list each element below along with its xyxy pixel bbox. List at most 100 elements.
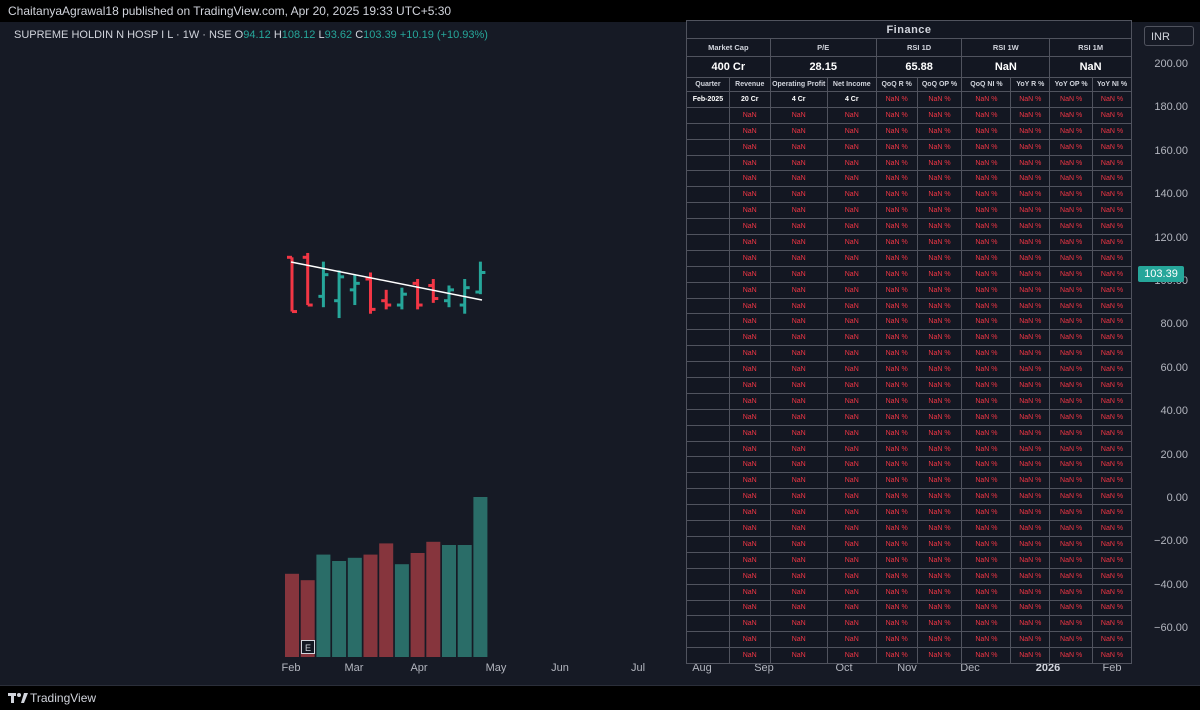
- quarter-cell: NaN: [769, 281, 828, 299]
- quarter-cell: NaN: [826, 488, 877, 506]
- quarter-cell: NaN %: [1010, 488, 1051, 506]
- price-axis[interactable]: 200.00180.00160.00140.00120.00100.0080.0…: [1138, 22, 1200, 686]
- quarter-cell: [686, 249, 730, 267]
- table-row: NaN NaN NaN NaN % NaN % NaN % NaN % NaN % NaN %: [686, 424, 1132, 442]
- quarter-cell: NaN %: [1010, 345, 1051, 363]
- header-rsi-1m: RSI 1M: [1049, 38, 1132, 57]
- quarter-cell: NaN %: [916, 345, 963, 363]
- quarter-cell: NaN %: [1092, 186, 1132, 204]
- volume-bars: [285, 497, 488, 657]
- quarter-cell: NaN %: [875, 551, 918, 569]
- quarter-cell: NaN: [728, 186, 771, 204]
- quarter-cell: NaN %: [961, 647, 1012, 665]
- quarter-cell: NaN: [728, 472, 771, 490]
- quarter-cell: NaN %: [961, 122, 1012, 140]
- quarter-cell: NaN %: [1092, 106, 1132, 124]
- quarter-cell: NaN: [769, 170, 828, 188]
- quarter-cell: NaN %: [1092, 504, 1132, 522]
- quarter-cell: NaN: [826, 567, 877, 585]
- quarter-cell: NaN: [826, 281, 877, 299]
- quarter-cell: NaN %: [1010, 583, 1051, 601]
- quarter-cell: NaN %: [875, 218, 918, 236]
- quarter-cell: NaN %: [961, 154, 1012, 172]
- quarter-cell: NaN %: [916, 472, 963, 490]
- quarter-cell: NaN %: [1092, 520, 1132, 537]
- quarter-cell: NaN %: [961, 249, 1012, 267]
- volume-bar: [426, 541, 441, 657]
- quarter-cell: NaN %: [916, 456, 963, 474]
- quarter-cell: NaN %: [916, 329, 963, 347]
- time-axis-label: Apr: [410, 662, 428, 674]
- quarter-cell: [686, 615, 730, 633]
- quarter-cell: NaN %: [961, 234, 1012, 251]
- quarter-cell: NaN: [769, 392, 828, 410]
- volume-bar: [300, 580, 315, 657]
- table-row: NaN NaN NaN NaN % NaN % NaN % NaN % NaN % NaN %: [686, 265, 1132, 283]
- quarter-cell: NaN: [826, 122, 877, 140]
- price-axis-label: −60.00: [1154, 622, 1188, 635]
- quarter-cell: NaN %: [916, 424, 963, 442]
- volume-bar: [316, 554, 331, 657]
- quarter-cell: [686, 408, 730, 426]
- quarter-cell: NaN: [728, 122, 771, 140]
- quarter-cell: NaN: [769, 122, 828, 140]
- quarter-cell: NaN: [728, 583, 771, 601]
- table-row: NaN NaN NaN NaN % NaN % NaN % NaN % NaN % NaN %: [686, 408, 1132, 426]
- quarter-cell: NaN %: [875, 647, 918, 665]
- header-rsi-1w: RSI 1W: [961, 38, 1051, 57]
- quarter-cell: NaN: [769, 456, 828, 474]
- table-row: NaN NaN NaN NaN % NaN % NaN % NaN % NaN % NaN %: [686, 218, 1132, 236]
- quarter-cell: NaN %: [961, 91, 1012, 108]
- table-row: NaN NaN NaN NaN % NaN % NaN % NaN % NaN % NaN %: [686, 456, 1132, 474]
- quarter-cell: NaN: [826, 202, 877, 220]
- quarter-cell: NaN %: [1092, 456, 1132, 474]
- quarter-cell: NaN: [728, 297, 771, 315]
- quarter-cell: NaN %: [1049, 106, 1094, 124]
- trend-line[interactable]: [290, 261, 483, 301]
- quarter-cell: NaN %: [916, 186, 963, 204]
- open-value: 94.12: [243, 29, 271, 41]
- quarter-cell: NaN %: [1092, 488, 1132, 506]
- quarter-cell: [686, 520, 730, 537]
- price-axis-label: 40.00: [1160, 405, 1188, 418]
- quarter-cell: NaN %: [1049, 631, 1094, 649]
- earnings-marker[interactable]: E: [301, 640, 315, 654]
- quarter-cell: NaN: [769, 138, 828, 156]
- quarter-cell: [686, 313, 730, 331]
- quarter-cell: NaN %: [1092, 297, 1132, 315]
- quarter-cell: [686, 567, 730, 585]
- quarter-cell: NaN %: [1049, 122, 1094, 140]
- quarter-cell: [686, 218, 730, 236]
- table-row: NaN NaN NaN NaN % NaN % NaN % NaN % NaN % NaN %: [686, 186, 1132, 204]
- quarter-cell: NaN: [769, 361, 828, 379]
- table-row: NaN NaN NaN NaN % NaN % NaN % NaN % NaN % NaN %: [686, 520, 1132, 537]
- quarter-cell: NaN %: [1092, 647, 1132, 665]
- quarter-cell: NaN: [728, 535, 771, 553]
- quarter-cell: NaN %: [1049, 647, 1094, 665]
- quarter-header-1: Revenue: [728, 77, 771, 92]
- finance-table: Finance Market Cap P/E RSI 1D RSI 1W RSI…: [686, 20, 1132, 665]
- quarter-cell: NaN %: [1010, 313, 1051, 331]
- quarter-cell: NaN %: [961, 202, 1012, 220]
- quarter-cell: NaN: [826, 329, 877, 347]
- quarter-cell: NaN %: [961, 138, 1012, 156]
- low-value: 93.62: [324, 29, 353, 41]
- quarter-cell: NaN %: [1049, 91, 1094, 108]
- open-label: O: [234, 29, 244, 41]
- quarter-cell: NaN %: [1049, 504, 1094, 522]
- quarter-cell: NaN %: [1010, 599, 1051, 617]
- volume-bar: [347, 557, 362, 657]
- quarter-cell: NaN: [826, 392, 877, 410]
- quarter-cell: [686, 281, 730, 299]
- currency-button[interactable]: INR: [1144, 26, 1194, 46]
- quarter-cell: NaN %: [875, 91, 918, 108]
- quarter-header-9: YoY NI %: [1092, 77, 1132, 92]
- volume-bar: [394, 564, 409, 657]
- quarter-cell: NaN: [769, 265, 828, 283]
- quarter-cell: NaN: [769, 313, 828, 331]
- quarter-cell: NaN %: [1092, 138, 1132, 156]
- quarter-cell: NaN: [769, 472, 828, 490]
- quarter-cell: [686, 154, 730, 172]
- quarter-cell: NaN: [728, 488, 771, 506]
